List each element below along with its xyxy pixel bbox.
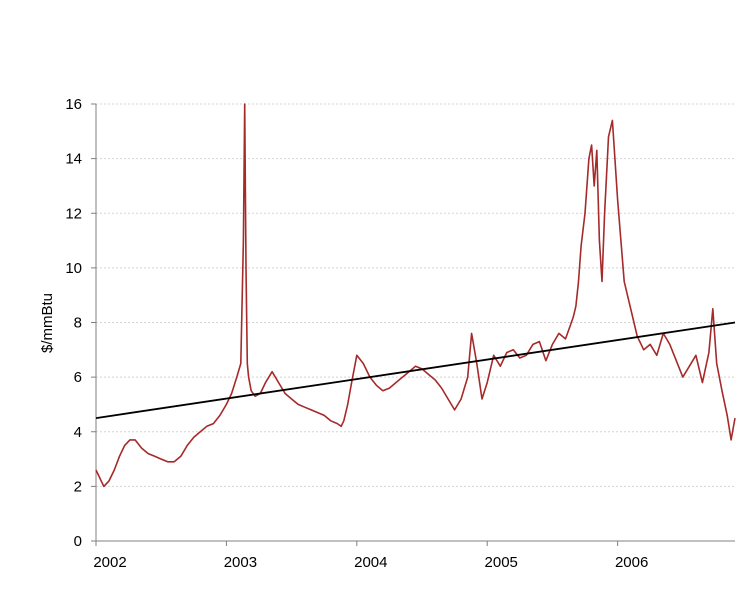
axes bbox=[91, 103, 735, 546]
y-tick-label: 10 bbox=[65, 260, 82, 277]
y-tick-label: 2 bbox=[74, 478, 82, 495]
x-tick-label: 2004 bbox=[354, 554, 387, 571]
y-axis-title: $/mmBtu bbox=[39, 293, 56, 353]
gridlines bbox=[96, 103, 735, 487]
x-tick-labels: 2002 2003 2004 2005 2006 bbox=[93, 554, 648, 571]
x-tick-label: 2006 bbox=[615, 554, 648, 571]
x-tick-label: 2005 bbox=[485, 554, 518, 571]
y-tick-label: 14 bbox=[65, 151, 82, 168]
y-tick-label: 16 bbox=[65, 96, 82, 113]
y-tick-label: 6 bbox=[74, 369, 82, 386]
price-series-line bbox=[95, 103, 736, 488]
y-tick-label: 12 bbox=[65, 205, 82, 222]
x-tick-label: 2002 bbox=[93, 554, 126, 571]
y-tick-label: 0 bbox=[74, 533, 82, 550]
series-group bbox=[95, 103, 736, 488]
x-tick-label: 2003 bbox=[224, 554, 257, 571]
y-tick-label: 4 bbox=[74, 424, 82, 441]
y-tick-labels: 0 2 4 6 8 10 12 14 16 bbox=[65, 96, 82, 550]
y-tick-label: 8 bbox=[74, 315, 82, 332]
trend-line bbox=[95, 321, 736, 419]
